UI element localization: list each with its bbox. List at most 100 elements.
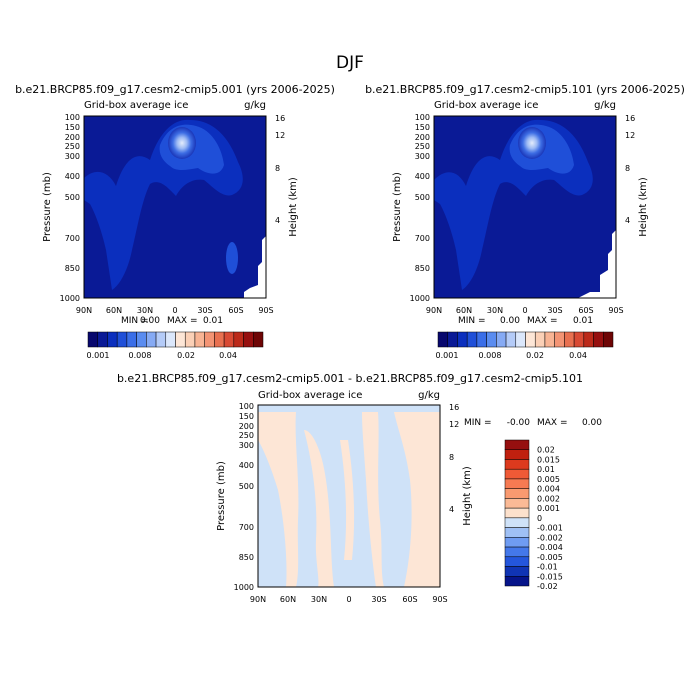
- panel-1-colorbar-label: 0.001: [87, 351, 110, 360]
- panel-3: b.e21.BRCP85.f09_g17.cesm2-cmip5.001 - b…: [117, 372, 602, 604]
- colorbar-swatch: [603, 331, 614, 348]
- colorbar-swatch: [87, 331, 98, 348]
- colorbar-swatch: [204, 331, 215, 348]
- colorbar-swatch: [136, 331, 147, 348]
- panel-3-x-tick: 90S: [432, 595, 447, 604]
- colorbar-swatch: [243, 331, 254, 348]
- colorbar-swatch: [116, 331, 128, 348]
- panel-1-plot: [83, 115, 267, 299]
- panel-3-x-tick: 90N: [250, 595, 266, 604]
- colorbar-swatch: [504, 478, 530, 489]
- panel-1-title: b.e21.BRCP85.f09_g17.cesm2-cmip5.001 (yr…: [15, 83, 335, 96]
- panel-2: b.e21.BRCP85.f09_g17.cesm2-cmip5.101 (yr…: [365, 83, 685, 360]
- colorbar-swatch: [233, 331, 244, 348]
- panel-3-colorbar-label: 0.01: [537, 465, 555, 474]
- panel-1-colorbar-labels: 0.001 0.008 0.02 0.04: [87, 351, 237, 360]
- colorbar-swatch: [525, 331, 536, 348]
- panel-2-x-tick: 0: [522, 306, 527, 315]
- panel-2-colorbar: [437, 331, 614, 348]
- panel-3-colorbar-label: 0.015: [537, 455, 560, 464]
- panel-1-height-tick: 12: [275, 131, 285, 140]
- panel-1-missing-data: [244, 236, 266, 298]
- panel-2-x-tick: 60N: [456, 306, 472, 315]
- panel-1-y-tick: 150: [65, 123, 80, 132]
- panel-3-colorbar-label: -0.002: [537, 533, 563, 542]
- panel-2-y-tick: 100: [415, 113, 430, 122]
- panel-3-min-value: -0.00: [507, 418, 531, 428]
- panel-1-subtitle-left: Grid-box average ice: [84, 100, 188, 111]
- panel-1-min-label: MIN =: [121, 316, 149, 326]
- colorbar-swatch: [515, 331, 526, 348]
- panel-3-colorbar-label: 0.004: [537, 485, 560, 494]
- panel-3-positive-region: [340, 440, 355, 560]
- panel-3-y-tick: 850: [239, 553, 254, 562]
- panel-1-height-tick: 16: [275, 114, 285, 123]
- panel-2-frame: [433, 115, 617, 299]
- panel-3-height-tick: 12: [449, 420, 459, 429]
- colorbar-swatch: [165, 331, 176, 348]
- panel-3-y-tick: 1000: [234, 583, 254, 592]
- colorbar-swatch: [504, 449, 530, 460]
- panel-1-colorbar-label: 0.04: [219, 351, 237, 360]
- colorbar-swatch: [175, 331, 186, 348]
- panel-3-y-tick: 700: [239, 523, 254, 532]
- panel-1-x-tick: 0: [172, 306, 177, 315]
- panel-3-height-tick: 8: [449, 453, 454, 462]
- panel-1-subtitle-right: g/kg: [244, 100, 266, 111]
- colorbar-swatch: [504, 576, 530, 587]
- colorbar-swatch: [466, 331, 478, 348]
- colorbar-swatch: [504, 459, 530, 470]
- panel-2-right-ticks: 16 12 8 4: [625, 114, 635, 225]
- colorbar-swatch: [504, 517, 530, 528]
- panel-2-y-ticks: 100 150 200 250 300 400 500 700 850 1000: [410, 113, 430, 303]
- panel-2-plot: [433, 115, 617, 299]
- panel-1-y-tick: 300: [65, 152, 80, 161]
- panel-1-y-ticks: 100 150 200 250 300 400 500 700 850 1000: [60, 113, 80, 303]
- panel-1-x-ticks: 90N 60N 30N 0 30S 60S 90S: [76, 306, 274, 315]
- colorbar-swatch: [155, 331, 167, 348]
- panel-2-colorbar-label: 0.001: [436, 351, 459, 360]
- panel-3-colorbar-label: -0.001: [537, 524, 563, 533]
- colorbar-swatch: [504, 507, 530, 519]
- colorbar-swatch: [194, 331, 205, 348]
- panel-3-colorbar-label: 0.001: [537, 504, 560, 513]
- panel-3-x-tick: 60N: [280, 595, 296, 604]
- panel-3-subtitle-left: Grid-box average ice: [258, 390, 362, 401]
- panel-3-y-tick: 400: [239, 461, 254, 470]
- panel-2-x-tick: 30N: [487, 306, 503, 315]
- colorbar-swatch: [457, 331, 468, 348]
- colorbar-swatch: [126, 331, 137, 348]
- panel-3-colorbar-label: 0.005: [537, 475, 560, 484]
- panel-2-height-tick: 4: [625, 216, 630, 225]
- panel-2-y-tick: 250: [415, 142, 430, 151]
- panel-2-y-tick: 850: [415, 264, 430, 273]
- panel-2-colorbar-label: 0.02: [526, 351, 544, 360]
- panel-2-y-label: Pressure (mb): [392, 172, 403, 242]
- colorbar-swatch: [504, 546, 530, 558]
- panel-1: b.e21.BRCP85.f09_g17.cesm2-cmip5.001 (yr…: [15, 83, 335, 360]
- panel-2-colorbar-label: 0.008: [479, 351, 502, 360]
- panel-3-y-label: Pressure (mb): [216, 461, 227, 531]
- panel-2-height-tick: 16: [625, 114, 635, 123]
- panel-3-y-tick: 300: [239, 441, 254, 450]
- panel-3-plot: [257, 404, 441, 588]
- panel-2-y-tick: 1000: [410, 294, 430, 303]
- panel-2-y-tick: 700: [415, 234, 430, 243]
- panel-1-right-ticks: 16 12 8 4: [275, 114, 285, 225]
- colorbar-swatch: [107, 331, 118, 348]
- panel-2-ice-core: [518, 127, 546, 159]
- panel-3-positive-region: [394, 412, 440, 587]
- panel-2-y-tick: 300: [415, 152, 430, 161]
- panel-2-min-label: MIN =: [458, 316, 486, 326]
- panel-1-y-tick: 700: [65, 234, 80, 243]
- colorbar-swatch: [214, 331, 225, 348]
- panel-3-frame: [257, 404, 441, 588]
- panel-3-colorbar-label: -0.005: [537, 553, 563, 562]
- panel-3-positive-region: [362, 412, 384, 587]
- panel-2-height-label: Height (km): [638, 177, 649, 237]
- panel-2-height-tick: 8: [625, 164, 630, 173]
- panel-3-positive-region: [258, 412, 299, 587]
- panel-3-y-tick: 250: [239, 431, 254, 440]
- panel-2-y-tick: 200: [415, 133, 430, 142]
- colorbar-swatch: [504, 556, 530, 567]
